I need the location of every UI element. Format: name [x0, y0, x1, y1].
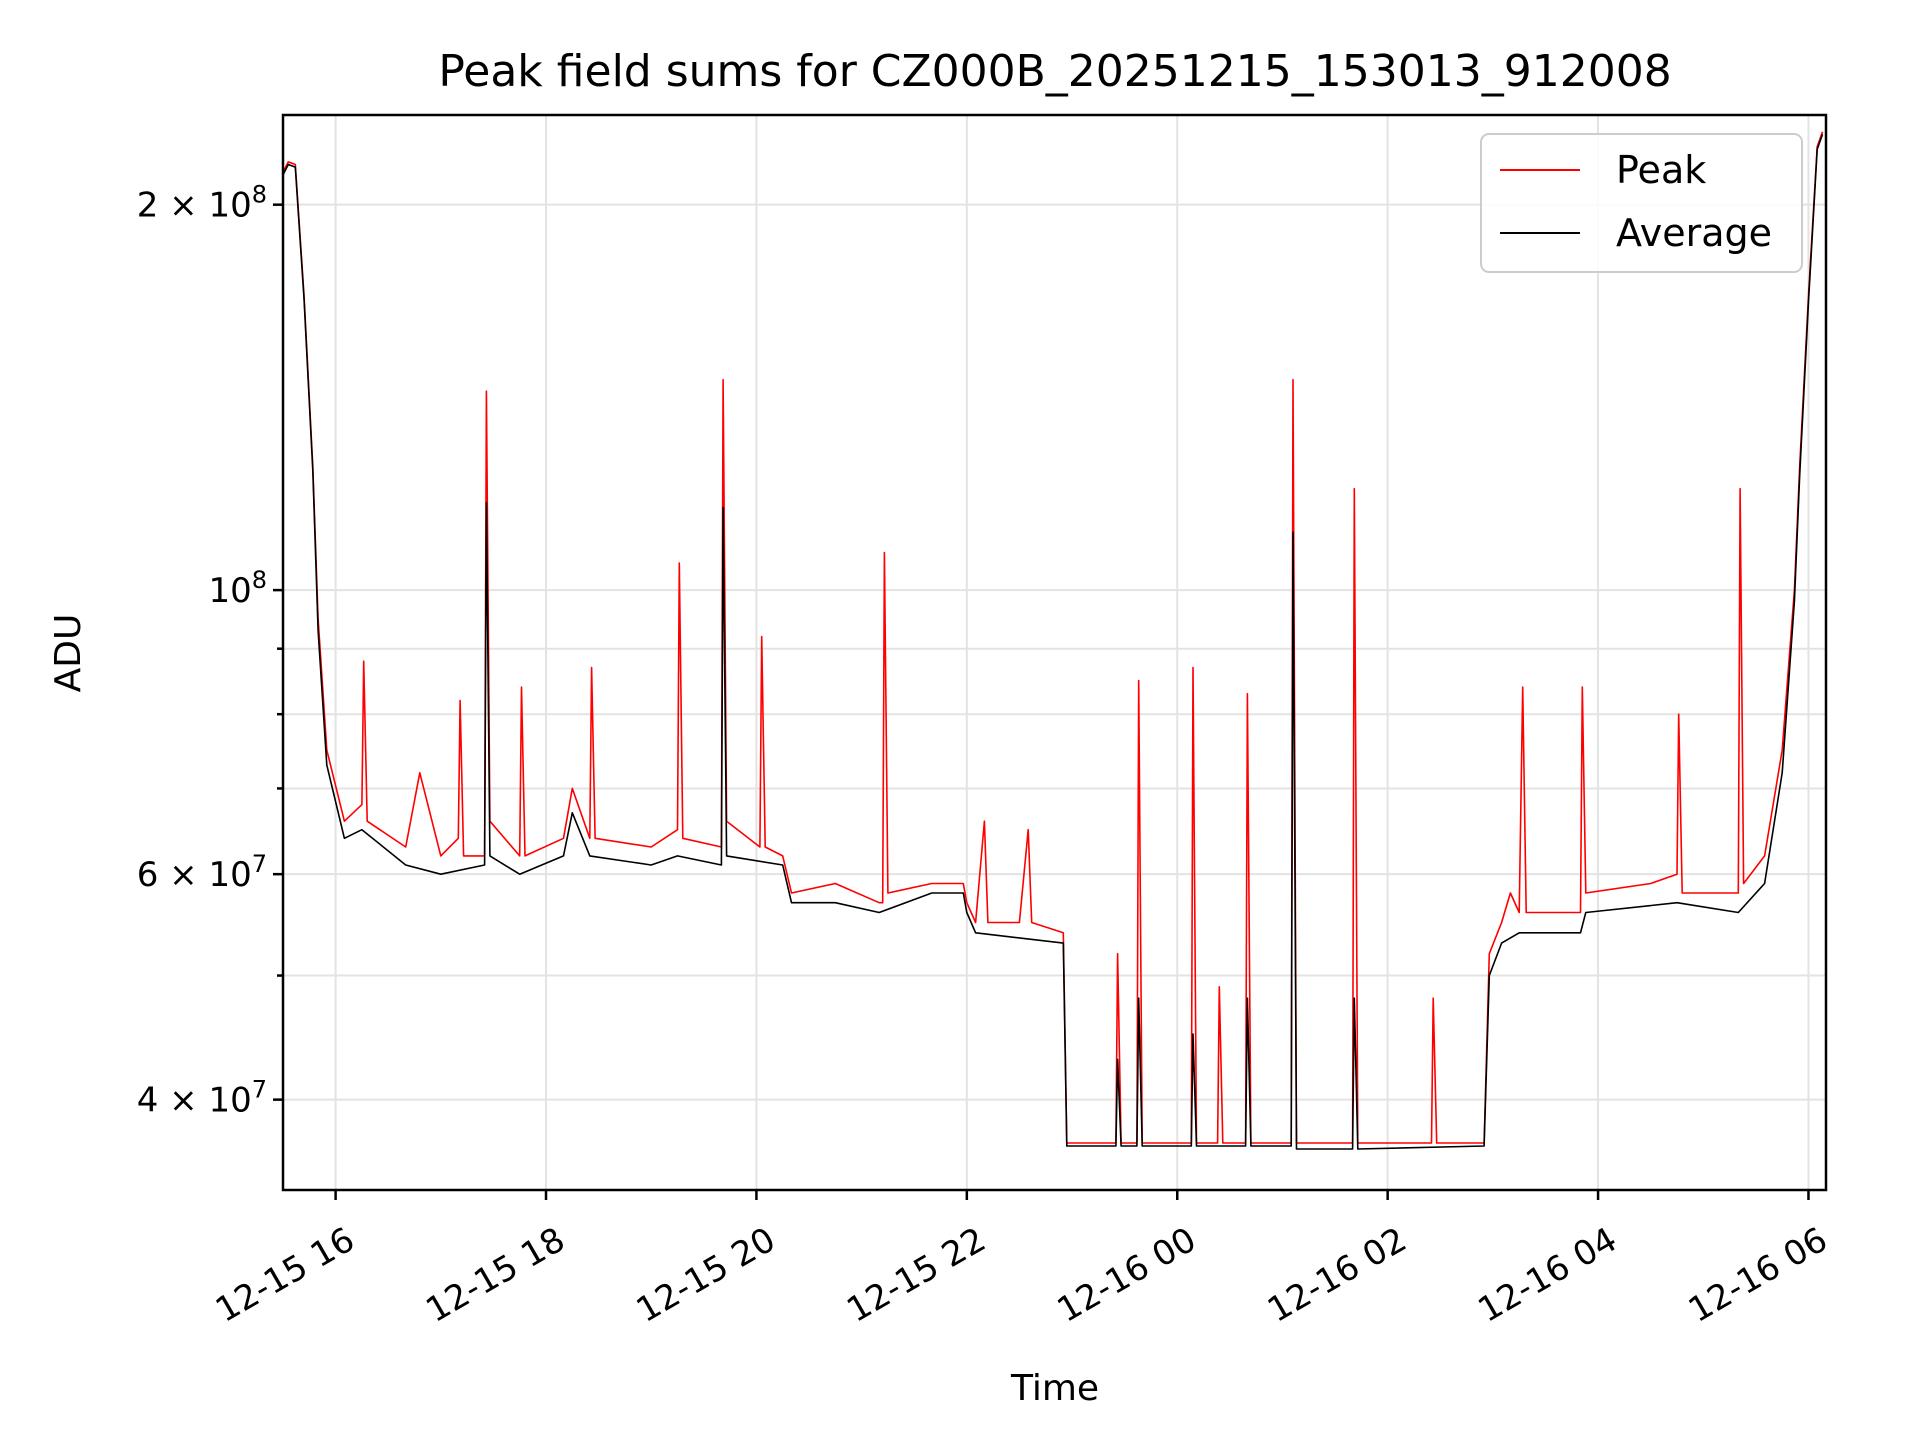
chart-title: Peak field sums for CZ000B_20251215_1530… — [438, 46, 1671, 97]
legend-box — [1480, 133, 1803, 273]
y-tick-label: 108 — [208, 566, 267, 611]
series-layer — [283, 131, 1824, 1150]
y-axis-label: ADU — [48, 614, 89, 693]
y-tick-label: 2 × 108 — [137, 181, 267, 226]
y-tick-label: 4 × 107 — [137, 1076, 267, 1121]
plot-frame — [281, 113, 1828, 1192]
legend: Peak Average — [1480, 133, 1803, 273]
x-axis-label: Time — [1010, 1368, 1099, 1409]
series-line-average — [283, 134, 1824, 1150]
y-tick-label: 6 × 107 — [137, 850, 267, 895]
legend-label-average: Average — [1616, 211, 1772, 255]
legend-label-peak: Peak — [1616, 148, 1706, 192]
